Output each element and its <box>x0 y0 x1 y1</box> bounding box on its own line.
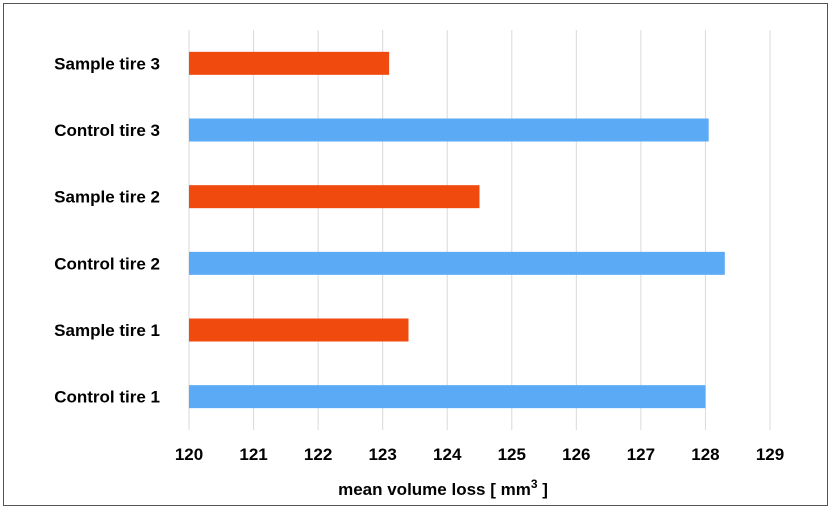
x-axis-title-suffix: ] <box>538 480 548 499</box>
category-label-sample-tire-1: Sample tire 1 <box>54 321 160 340</box>
x-tick-label-126: 126 <box>562 445 590 464</box>
bar-control-tire-1 <box>189 385 706 409</box>
x-tick-label-122: 122 <box>304 445 332 464</box>
x-tick-label-129: 129 <box>756 445 784 464</box>
x-tick-label-124: 124 <box>433 445 462 464</box>
category-labels: Control tire 1 Sample tire 1 Control tire … <box>54 54 160 406</box>
bar-sample-tire-1 <box>189 318 409 342</box>
x-axis-title: mean volume loss [ mm3 ] <box>338 477 548 499</box>
gridlines <box>188 30 771 430</box>
x-tick-label-120: 120 <box>175 445 203 464</box>
x-tick-label-125: 125 <box>498 445 526 464</box>
bar-control-tire-3 <box>189 118 709 142</box>
x-axis-title-main: mean volume loss [ mm <box>338 480 531 499</box>
bars <box>189 51 725 409</box>
bar-control-tire-2 <box>189 251 725 275</box>
x-tick-label-128: 128 <box>691 445 719 464</box>
x-tick-label-123: 123 <box>368 445 396 464</box>
bar-sample-tire-3 <box>189 51 390 75</box>
category-label-sample-tire-2: Sample tire 2 <box>54 188 160 207</box>
category-label-control-tire-2: Control tire 2 <box>54 254 160 273</box>
bar-sample-tire-2 <box>189 185 480 209</box>
category-label-sample-tire-3: Sample tire 3 <box>54 54 160 73</box>
category-label-control-tire-3: Control tire 3 <box>54 121 160 140</box>
x-tick-label-127: 127 <box>627 445 655 464</box>
x-axis-title-superscript: 3 <box>531 477 538 491</box>
x-tick-label-121: 121 <box>239 445 267 464</box>
category-label-control-tire-1: Control tire 1 <box>54 388 160 407</box>
x-tick-labels: 120 121 122 123 124 125 126 127 128 129 <box>175 445 784 464</box>
